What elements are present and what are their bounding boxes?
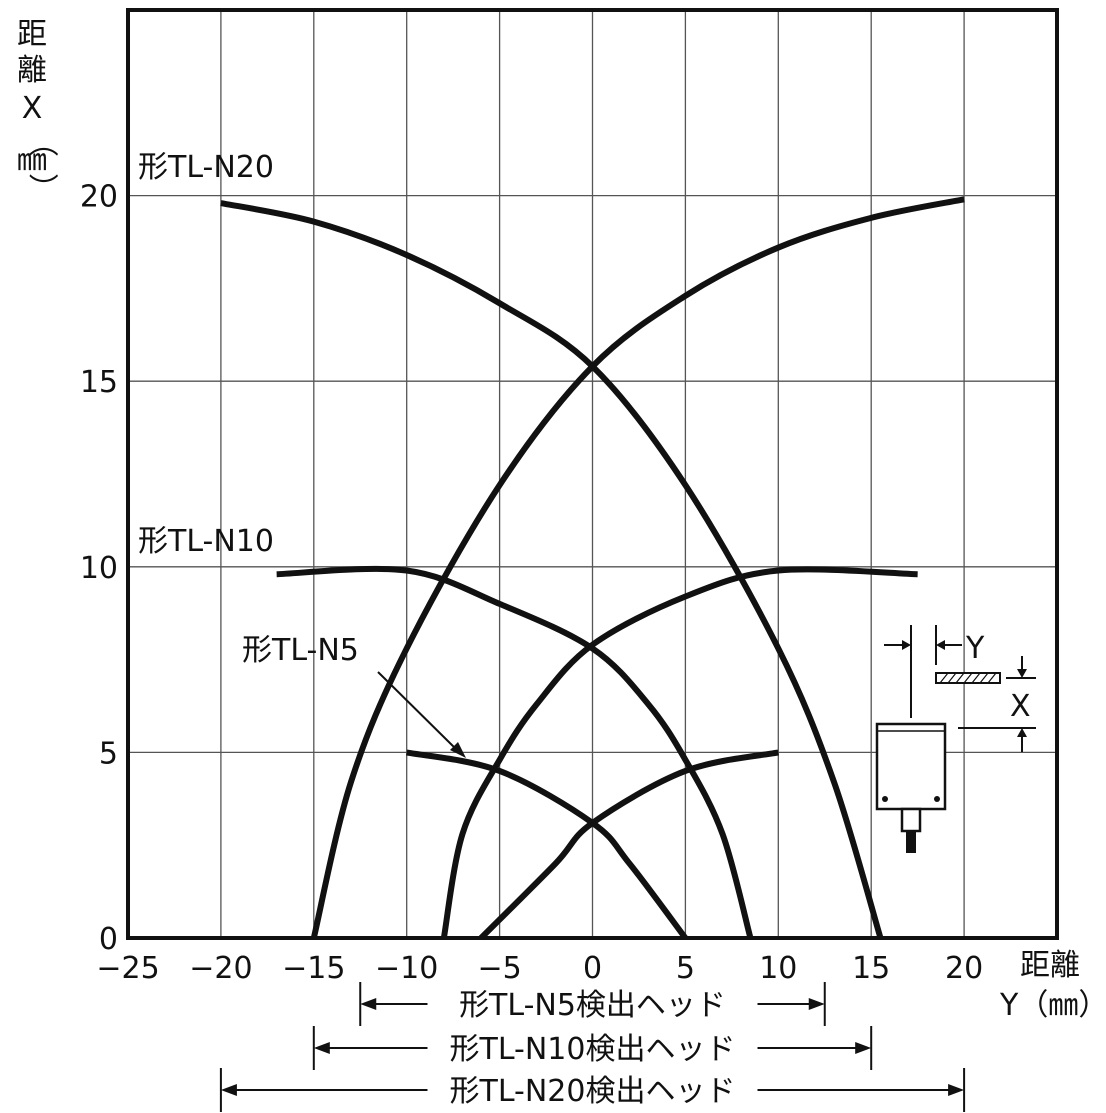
curves (220, 196, 965, 941)
range-arrow-left (360, 998, 377, 1010)
tick-labels: −25 −20 −15 −10 −5 0 5 10 15 20 0 5 10 15 20 (80, 180, 983, 986)
range-label: 形TL-N5検出ヘッド (459, 988, 726, 1023)
series-curve-3-1 (406, 749, 688, 940)
range-label-bg (427, 1070, 758, 1110)
range-arrow-right (808, 998, 825, 1010)
x-tick-label: 20 (945, 951, 983, 986)
series-curve-1-2 (310, 196, 965, 939)
series-curve-3-2 (478, 749, 779, 941)
y-axis-label-6: ） (24, 173, 59, 203)
series-curve-2-2 (440, 566, 918, 939)
y-tick-label: 15 (80, 365, 118, 400)
y-axis-label-4: （ (24, 127, 59, 157)
x-tick-label: −25 (96, 951, 159, 986)
y-tick-label: 5 (99, 736, 118, 771)
y-tick-label: 0 (99, 922, 118, 957)
inset-x-label: X (1010, 689, 1031, 724)
x-tick-label: −20 (189, 951, 252, 986)
series-curve-1-1 (220, 200, 884, 939)
x-tick-label: −15 (282, 951, 345, 986)
range-label-bg (427, 1028, 758, 1068)
inset-y-label: Y (965, 631, 985, 666)
series-label-n10: 形TL-N10 (138, 524, 274, 559)
x-tick-label: 5 (676, 951, 695, 986)
plot-frame (126, 8, 1059, 940)
x-axis-label-1: 距離 (1020, 948, 1080, 983)
x-tick-label: 15 (852, 951, 890, 986)
range-label: 形TL-N10検出ヘッド (450, 1032, 736, 1067)
x-tick-label: 10 (759, 951, 797, 986)
range-arrow-left (313, 1042, 330, 1054)
x-tick-label: 0 (583, 951, 602, 986)
y-axis-label: 距 離 X （ ㎜ ） (17, 17, 59, 203)
n5-leader-arrow (377, 671, 466, 758)
range-label: 形TL-N20検出ヘッド (450, 1074, 736, 1109)
y-axis-label-2: 離 (17, 53, 47, 88)
range-arrow-right (855, 1042, 872, 1054)
series-label-n5: 形TL-N5 (242, 633, 359, 668)
range-label-bg (427, 984, 758, 1024)
sensor-inset: Y X (875, 625, 1036, 853)
y-axis-label-3: X (22, 91, 43, 126)
y-axis-label-5: ㎜ (17, 143, 47, 178)
x-tick-label: −5 (477, 951, 521, 986)
series-label-n20: 形TL-N20 (138, 150, 274, 185)
y-tick-label: 20 (80, 180, 118, 215)
range-arrow-right (948, 1084, 965, 1096)
y-tick-label: 10 (80, 551, 118, 586)
x-axis-label-2: Y（㎜） (999, 988, 1106, 1023)
y-axis-label-1: 距 (17, 17, 47, 52)
range-arrow-left (220, 1084, 237, 1096)
series-curve-2-1 (276, 565, 754, 939)
x-tick-label: −10 (375, 951, 438, 986)
